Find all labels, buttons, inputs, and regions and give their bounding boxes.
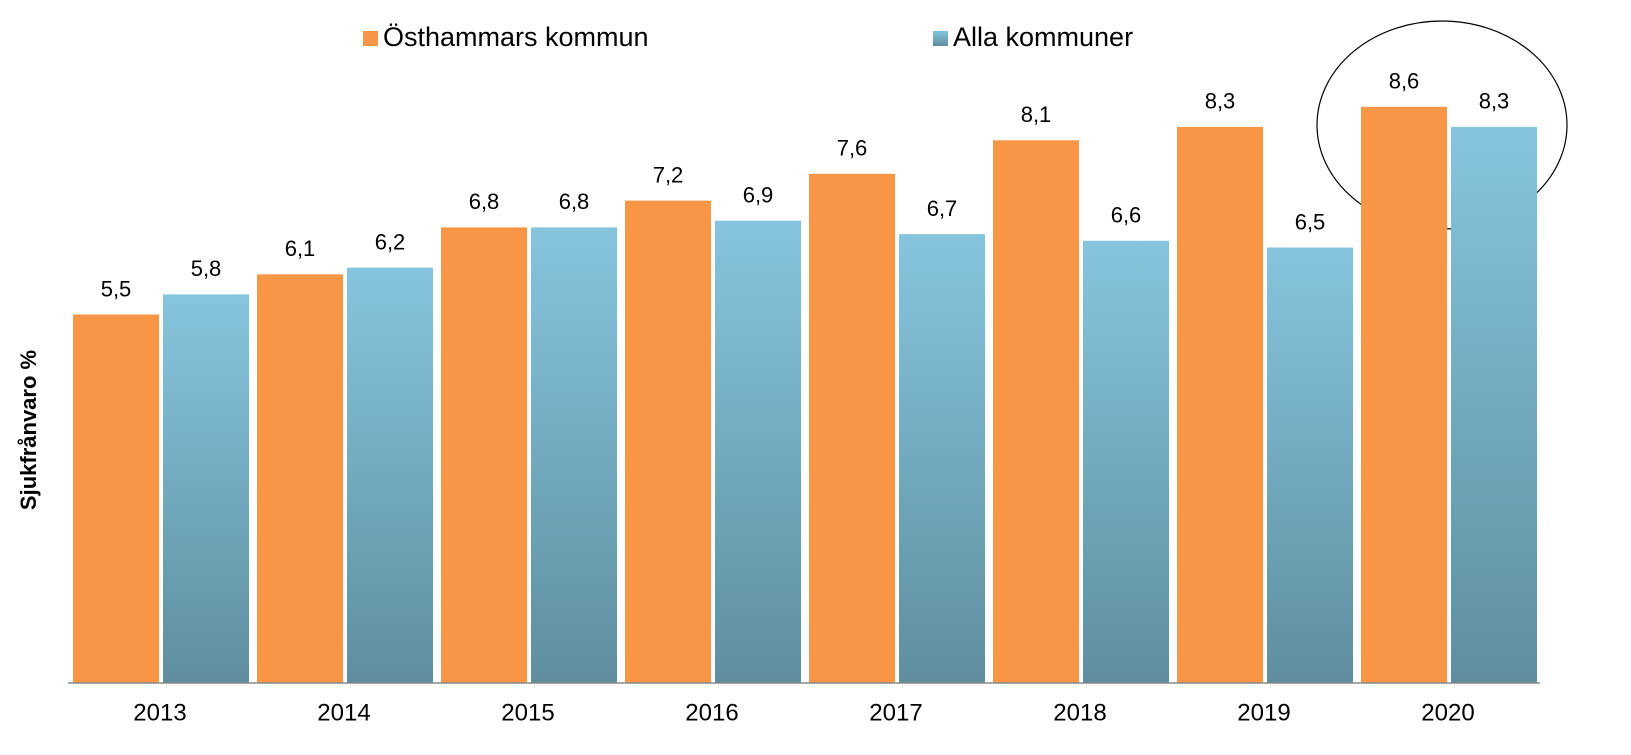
data-label: 7,6 xyxy=(837,136,868,161)
bar xyxy=(1267,247,1353,683)
data-label: 6,8 xyxy=(469,189,500,214)
x-tick-label: 2013 xyxy=(133,699,186,726)
bar xyxy=(257,274,343,683)
data-label: 6,1 xyxy=(285,236,316,261)
bar xyxy=(899,234,985,683)
y-axis-label: Sjukfrånvaro % xyxy=(16,350,41,510)
bar xyxy=(625,200,711,683)
bar xyxy=(809,173,895,684)
x-tick-label: 2015 xyxy=(501,699,554,726)
data-label: 6,6 xyxy=(1111,203,1142,228)
bar xyxy=(163,294,249,683)
bar xyxy=(347,267,433,683)
legend-label: Östhammars kommun xyxy=(383,22,649,52)
data-label: 6,2 xyxy=(375,229,406,254)
data-label: 8,6 xyxy=(1389,69,1420,94)
legend-swatch xyxy=(363,31,378,46)
x-tick-label: 2017 xyxy=(869,699,922,726)
bar xyxy=(1361,106,1447,684)
data-label: 5,8 xyxy=(191,256,222,281)
x-tick-label: 2014 xyxy=(317,699,370,726)
bar xyxy=(1083,240,1169,684)
x-tick-label: 2020 xyxy=(1421,699,1474,726)
bar xyxy=(1451,126,1537,683)
data-label: 6,5 xyxy=(1295,209,1326,234)
data-label: 6,8 xyxy=(559,189,590,214)
data-label: 8,3 xyxy=(1205,89,1236,114)
x-tick-label: 2019 xyxy=(1237,699,1290,726)
data-label: 6,7 xyxy=(927,196,958,221)
bar xyxy=(531,227,617,683)
legend-label: Alla kommuner xyxy=(953,22,1133,52)
data-label: 5,5 xyxy=(101,276,132,301)
bar xyxy=(715,220,801,683)
data-label: 7,2 xyxy=(653,162,684,187)
data-label: 6,9 xyxy=(743,183,774,208)
x-tick-label: 2018 xyxy=(1053,699,1106,726)
legend-swatch xyxy=(933,31,948,46)
bar xyxy=(1177,126,1263,683)
bar xyxy=(441,227,527,683)
data-label: 8,1 xyxy=(1021,102,1052,127)
bar xyxy=(993,140,1079,684)
x-tick-label: 2016 xyxy=(685,699,738,726)
bar xyxy=(73,314,159,683)
data-label: 8,3 xyxy=(1479,89,1510,114)
